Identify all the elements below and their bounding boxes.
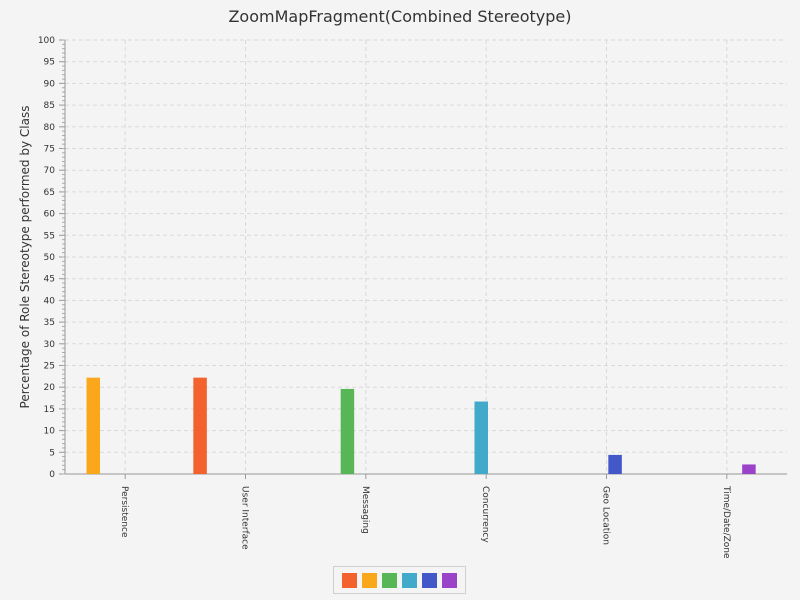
- y-tick-label: 15: [44, 405, 55, 415]
- x-tick-label: Time/Date/Zone: [721, 485, 731, 559]
- x-tick-label: User Interface: [240, 486, 250, 550]
- legend-swatch: [402, 572, 417, 588]
- legend-swatch: [362, 572, 377, 588]
- y-tick-label: 5: [49, 448, 55, 458]
- bar: [608, 454, 622, 474]
- x-tick-label: Persistence: [119, 486, 129, 538]
- y-tick-label: 65: [44, 188, 55, 198]
- y-tick-label: 80: [44, 123, 56, 133]
- legend-swatch: [442, 572, 457, 588]
- x-axis: Persistence User Interface Messaging Concur…: [65, 473, 787, 559]
- y-tick-label: 30: [44, 340, 56, 350]
- legend-swatch: [342, 572, 357, 588]
- legend: [333, 566, 466, 594]
- y-tick-label: 70: [44, 166, 56, 176]
- y-tick-label: 100: [38, 36, 55, 46]
- bar: [193, 377, 207, 474]
- y-tick-label: 75: [44, 145, 55, 155]
- y-tick-label: 25: [44, 362, 55, 372]
- legend-swatch: [382, 572, 397, 588]
- y-tick-label: 10: [44, 427, 56, 437]
- bar: [86, 377, 100, 474]
- y-tick-label: 50: [44, 253, 56, 263]
- x-tick-label: Concurrency: [480, 486, 490, 543]
- y-tick-label: 40: [44, 296, 56, 306]
- y-axis: 0 5 10 15 20 25 30 35 40 45 50 55 60 65 70 75 80 85 90 95 10…: [38, 36, 66, 480]
- x-tick-label: Messaging: [360, 486, 370, 534]
- x-tick-label: Geo Location: [601, 486, 611, 545]
- y-tick-label: 20: [44, 383, 56, 393]
- y-tick-label: 85: [44, 101, 55, 111]
- y-tick-label: 45: [44, 275, 55, 285]
- y-tick-label: 95: [44, 58, 55, 68]
- bars: [86, 377, 756, 474]
- y-tick-label: 90: [44, 79, 56, 89]
- y-tick-label: 0: [49, 470, 55, 480]
- bar: [742, 464, 756, 474]
- grid-lines: [65, 39, 787, 474]
- y-tick-label: 55: [44, 231, 55, 241]
- bar: [340, 388, 355, 474]
- y-tick-label: 35: [44, 318, 55, 328]
- legend-swatch: [422, 572, 437, 588]
- y-tick-label: 60: [44, 210, 56, 220]
- bar: [474, 401, 488, 474]
- chart-title: ZoomMapFragment(Combined Stereotype): [228, 7, 572, 26]
